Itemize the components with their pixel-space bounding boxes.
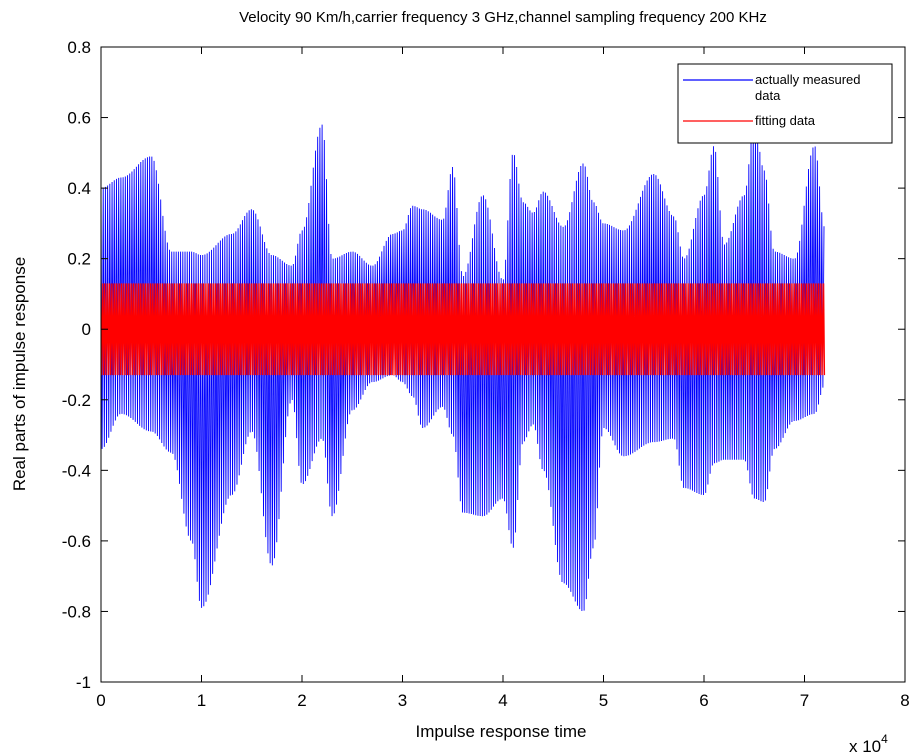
x-axis-multiplier: x 104 — [849, 732, 888, 756]
y-tick-label: 0.2 — [67, 250, 91, 269]
x-tick-label: 8 — [900, 691, 909, 710]
x-tick-label: 0 — [96, 691, 105, 710]
legend-label-measured-line2: data — [755, 88, 781, 103]
chart-title: Velocity 90 Km/h,carrier frequency 3 GHz… — [239, 9, 767, 26]
y-tick-label: -0.4 — [62, 461, 91, 480]
legend-label-fitting: fitting data — [755, 113, 816, 128]
y-tick-label: -0.6 — [62, 532, 91, 551]
series-layer — [100, 124, 826, 612]
x-tick-label: 6 — [699, 691, 708, 710]
x-tick-label: 7 — [800, 691, 809, 710]
x-multiplier-base: x 10 — [849, 737, 881, 756]
y-tick-label: -1 — [76, 673, 91, 692]
x-axis-label: Impulse response time — [415, 722, 586, 741]
x-tick-label: 3 — [398, 691, 407, 710]
x-tick-label: 1 — [197, 691, 206, 710]
y-axis: -1 -0.8 -0.6 -0.4 -0.2 0 0.2 0.4 0.6 0.8 — [62, 38, 905, 692]
series-line-fitting — [100, 283, 826, 376]
x-tick-label: 4 — [498, 691, 507, 710]
series-line-measured — [100, 124, 825, 612]
y-tick-label: 0.4 — [67, 179, 91, 198]
y-tick-label: 0.6 — [67, 109, 91, 128]
legend-box — [677, 63, 893, 144]
legend-label-measured-line1: actually measured — [755, 72, 861, 87]
x-multiplier-exponent: 4 — [881, 732, 888, 746]
legend: actually measured data fitting data — [677, 63, 893, 144]
y-tick-label: -0.2 — [62, 391, 91, 410]
legend-label-measured: actually measured data — [755, 72, 861, 103]
y-tick-label: -0.8 — [62, 602, 91, 621]
y-tick-label: 0 — [82, 320, 91, 339]
x-tick-label: 5 — [599, 691, 608, 710]
x-axis: 0 1 2 3 4 5 6 7 8 — [96, 47, 910, 710]
x-tick-label: 2 — [297, 691, 306, 710]
y-axis-label: Real parts of impulse response — [10, 257, 29, 491]
y-tick-label: 0.8 — [67, 38, 91, 57]
